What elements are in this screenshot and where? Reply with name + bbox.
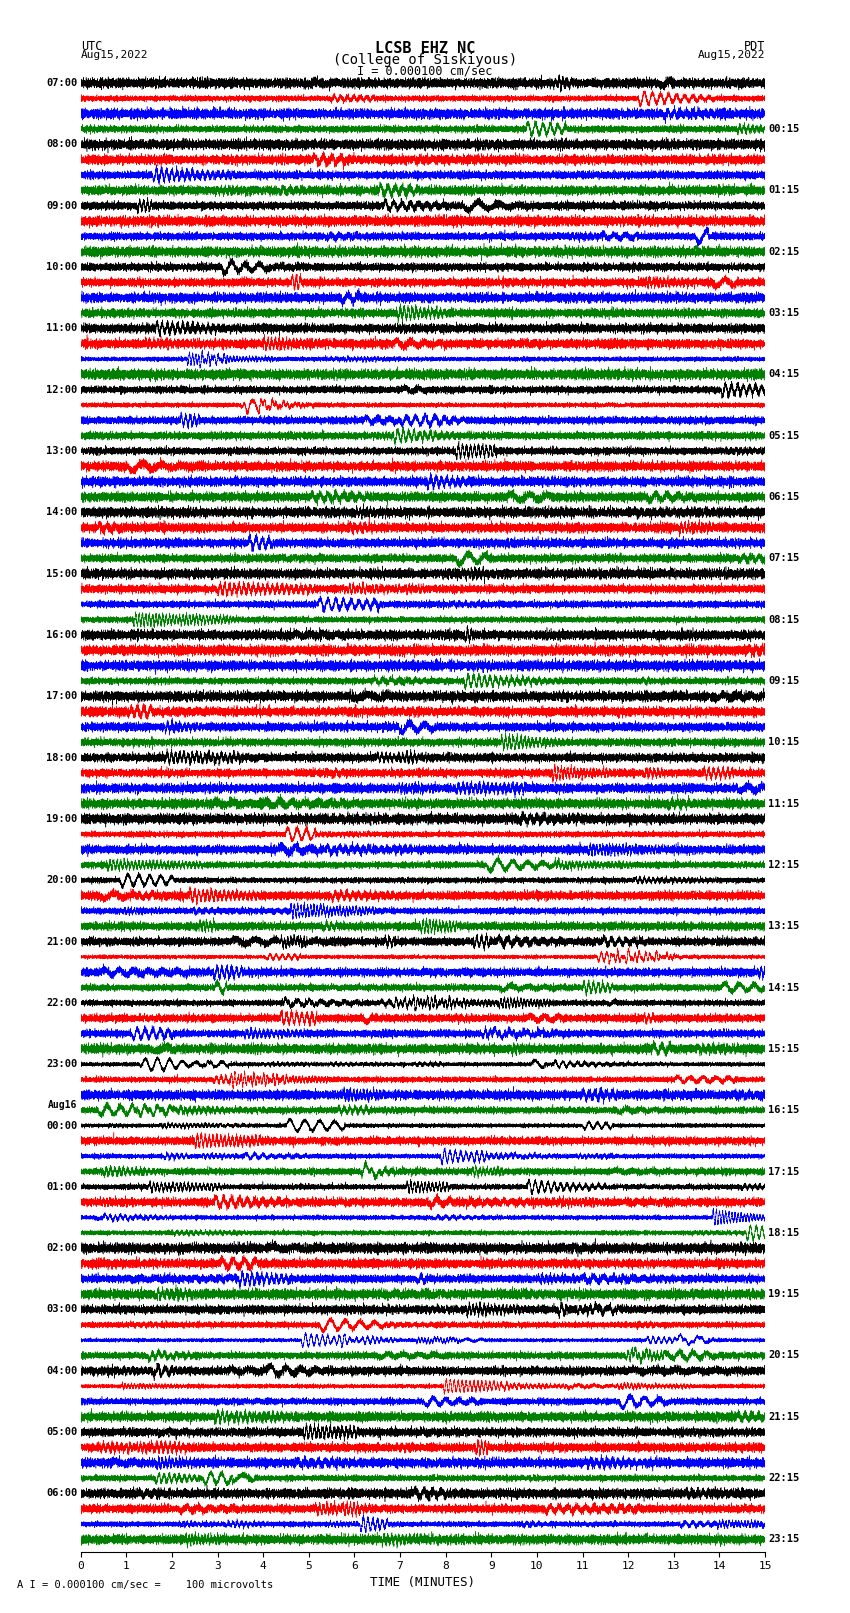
Text: Aug15,2022: Aug15,2022 — [698, 50, 765, 60]
Text: 09:15: 09:15 — [768, 676, 800, 686]
Text: 03:00: 03:00 — [46, 1305, 77, 1315]
Text: 11:00: 11:00 — [46, 323, 77, 334]
Text: 21:15: 21:15 — [768, 1411, 800, 1421]
Text: 13:15: 13:15 — [768, 921, 800, 931]
X-axis label: TIME (MINUTES): TIME (MINUTES) — [371, 1576, 475, 1589]
Text: 12:15: 12:15 — [768, 860, 800, 869]
Text: 08:15: 08:15 — [768, 615, 800, 624]
Text: Aug16: Aug16 — [48, 1100, 77, 1110]
Text: 23:00: 23:00 — [46, 1060, 77, 1069]
Text: 16:15: 16:15 — [768, 1105, 800, 1115]
Text: 19:15: 19:15 — [768, 1289, 800, 1298]
Text: 18:00: 18:00 — [46, 753, 77, 763]
Text: 19:00: 19:00 — [46, 815, 77, 824]
Text: 04:15: 04:15 — [768, 369, 800, 379]
Text: 01:15: 01:15 — [768, 185, 800, 195]
Text: 20:15: 20:15 — [768, 1350, 800, 1360]
Text: 05:00: 05:00 — [46, 1428, 77, 1437]
Text: 14:00: 14:00 — [46, 508, 77, 518]
Text: 07:00: 07:00 — [46, 77, 77, 89]
Text: (College of Siskiyous): (College of Siskiyous) — [333, 53, 517, 68]
Text: 12:00: 12:00 — [46, 384, 77, 395]
Text: 13:00: 13:00 — [46, 447, 77, 456]
Text: 06:00: 06:00 — [46, 1489, 77, 1498]
Text: 02:15: 02:15 — [768, 247, 800, 256]
Text: 10:00: 10:00 — [46, 261, 77, 273]
Text: 14:15: 14:15 — [768, 982, 800, 992]
Text: 17:15: 17:15 — [768, 1166, 800, 1176]
Text: 02:00: 02:00 — [46, 1244, 77, 1253]
Text: A I = 0.000100 cm/sec =    100 microvolts: A I = 0.000100 cm/sec = 100 microvolts — [17, 1581, 273, 1590]
Text: I = 0.000100 cm/sec: I = 0.000100 cm/sec — [357, 65, 493, 77]
Text: 21:00: 21:00 — [46, 937, 77, 947]
Text: 06:15: 06:15 — [768, 492, 800, 502]
Text: 09:00: 09:00 — [46, 200, 77, 211]
Text: 17:00: 17:00 — [46, 692, 77, 702]
Text: 16:00: 16:00 — [46, 631, 77, 640]
Text: 03:15: 03:15 — [768, 308, 800, 318]
Text: 10:15: 10:15 — [768, 737, 800, 747]
Text: 01:00: 01:00 — [46, 1182, 77, 1192]
Text: Aug15,2022: Aug15,2022 — [81, 50, 148, 60]
Text: 15:15: 15:15 — [768, 1044, 800, 1053]
Text: 22:00: 22:00 — [46, 998, 77, 1008]
Text: 11:15: 11:15 — [768, 798, 800, 808]
Text: 23:15: 23:15 — [768, 1534, 800, 1544]
Text: LCSB EHZ NC: LCSB EHZ NC — [375, 40, 475, 56]
Text: 22:15: 22:15 — [768, 1473, 800, 1482]
Text: 05:15: 05:15 — [768, 431, 800, 440]
Text: UTC: UTC — [81, 40, 102, 53]
Text: 15:00: 15:00 — [46, 569, 77, 579]
Text: 20:00: 20:00 — [46, 876, 77, 886]
Text: PDT: PDT — [744, 40, 765, 53]
Text: 07:15: 07:15 — [768, 553, 800, 563]
Text: 04:00: 04:00 — [46, 1366, 77, 1376]
Text: 08:00: 08:00 — [46, 139, 77, 150]
Text: 18:15: 18:15 — [768, 1227, 800, 1237]
Text: 00:15: 00:15 — [768, 124, 800, 134]
Text: 00:00: 00:00 — [46, 1121, 77, 1131]
